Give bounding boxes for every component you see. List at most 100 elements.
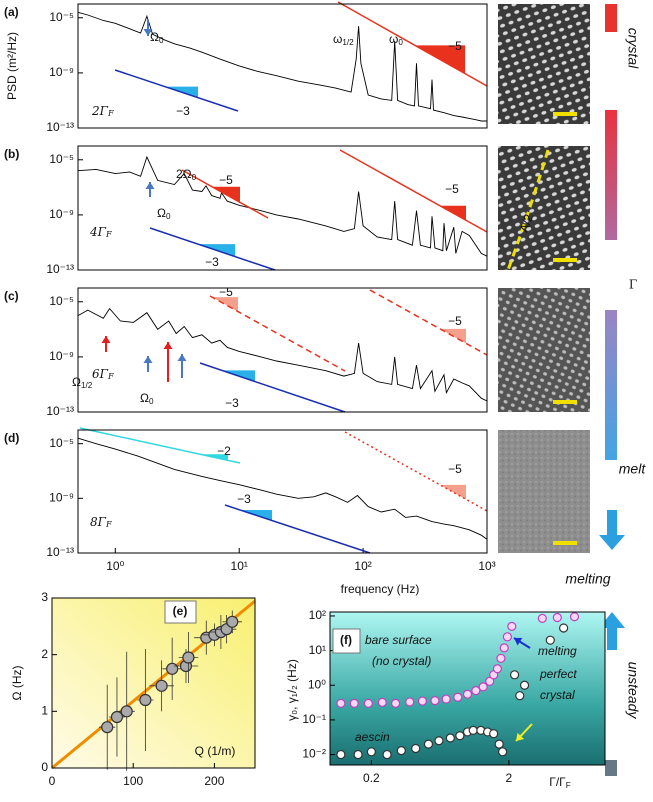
y-tick-label: 10⁻² xyxy=(302,747,326,761)
point xyxy=(569,612,580,622)
point xyxy=(166,662,179,675)
photo-label: Λ/2 xyxy=(517,212,536,234)
y-tick-label: 10⁻¹³ xyxy=(46,120,74,134)
gamma-label: 8ΓF xyxy=(90,515,112,529)
annotation: crystal xyxy=(540,688,575,702)
x-axis-label: Q (1/m) xyxy=(195,744,236,758)
photo xyxy=(498,430,590,553)
y-tick-label: 10⁻¹³ xyxy=(46,404,74,418)
point xyxy=(417,696,428,706)
gamma-label-base: 4Γ xyxy=(89,225,107,239)
x-tick-label: 2 xyxy=(506,771,513,785)
point xyxy=(110,710,124,724)
slope-line xyxy=(339,149,488,233)
arrow xyxy=(607,510,617,535)
point xyxy=(471,686,481,696)
photo xyxy=(498,288,590,412)
point xyxy=(494,739,504,749)
x-axis-label: Γ/ΓF xyxy=(549,775,571,790)
slope-label: −5 xyxy=(219,285,233,299)
slope-label: −5 xyxy=(448,314,462,328)
point xyxy=(382,749,392,760)
gamma-label: 2ΓF xyxy=(91,104,114,118)
annotation: 2Ω0 xyxy=(176,167,197,182)
point xyxy=(462,689,473,699)
point xyxy=(497,747,508,757)
annotation-sub: 0 xyxy=(398,38,403,47)
x-axis-label-base: Γ/Γ xyxy=(549,775,566,789)
arrow-head xyxy=(101,336,111,343)
point xyxy=(468,725,478,735)
series-label: bare surface xyxy=(365,633,432,647)
annotation: ω0 xyxy=(389,32,403,47)
point xyxy=(496,653,506,663)
y-tick-label: 10⁻⁹ xyxy=(49,491,74,505)
annotation: Ω0 xyxy=(140,391,154,406)
label-box xyxy=(164,600,197,624)
gamma-label-sub: F xyxy=(107,371,114,381)
x-tick-label: 10³ xyxy=(478,559,495,573)
gamma-label-base: 8Γ xyxy=(90,515,107,529)
side-label: unsteady xyxy=(625,662,641,720)
slope-label: −5 xyxy=(445,182,459,196)
point xyxy=(377,697,387,708)
slope-line xyxy=(199,362,346,413)
arrow-head xyxy=(143,29,153,36)
point xyxy=(396,746,406,756)
gamma-label-base: 2Γ xyxy=(91,104,109,118)
point xyxy=(537,613,547,623)
slope-label: −5 xyxy=(448,462,462,476)
y-tick-label: 10⁻¹³ xyxy=(46,262,74,276)
annotation-base: Ω xyxy=(150,30,159,44)
point xyxy=(445,733,455,743)
point xyxy=(423,739,434,749)
slope-line xyxy=(337,1,488,87)
point xyxy=(405,697,415,707)
colorbar xyxy=(605,4,617,32)
point xyxy=(363,698,373,708)
x-axis-label-sub: F xyxy=(566,781,571,790)
point xyxy=(485,676,495,686)
y-tick-label: 10¹ xyxy=(309,643,326,657)
x-tick-label: 10² xyxy=(354,559,371,573)
panel-label: (a) xyxy=(4,5,19,19)
annotation-sub: 0 xyxy=(149,397,154,406)
y-tick-label: 10⁻¹³ xyxy=(46,545,74,559)
point xyxy=(226,615,239,628)
annotation-base: Ω xyxy=(157,206,166,220)
y-tick-label: 10⁻⁵ xyxy=(49,294,74,308)
annotation: Ω0 xyxy=(157,206,171,221)
side-label: Γ xyxy=(629,278,637,292)
slope-label: −3 xyxy=(176,104,190,118)
point xyxy=(489,729,499,739)
plot-frame xyxy=(77,429,488,554)
gamma-label-sub: F xyxy=(105,519,112,529)
point xyxy=(545,635,555,645)
scale-bar xyxy=(553,258,577,262)
slope-label: −5 xyxy=(219,173,233,187)
x-tick-label: 0.2 xyxy=(363,771,380,785)
y-tick-label: 10⁻⁵ xyxy=(49,436,74,450)
point xyxy=(499,643,509,653)
point xyxy=(492,664,503,674)
y-tick-label: 10⁻⁹ xyxy=(49,349,74,363)
y-tick-label: 10⁰ xyxy=(308,677,326,691)
point xyxy=(411,743,421,754)
y-tick-label: 10⁻⁵ xyxy=(49,152,74,166)
y-tick-label: 2 xyxy=(41,647,48,661)
annotation: melting xyxy=(538,644,577,658)
point xyxy=(120,705,133,718)
panel-label: (c) xyxy=(4,289,19,303)
slope-label: −3 xyxy=(205,255,219,269)
point xyxy=(391,698,401,708)
side-label: melt xyxy=(619,461,647,477)
photo xyxy=(498,4,590,124)
panel-label: (e) xyxy=(173,604,188,618)
point xyxy=(101,721,114,734)
label-box xyxy=(332,628,361,654)
scale-bar xyxy=(553,400,577,404)
point xyxy=(349,698,359,708)
point xyxy=(509,670,520,680)
y-axis-label: PSD (m²/Hz) xyxy=(5,32,19,100)
annotation-base: Ω xyxy=(140,391,149,405)
